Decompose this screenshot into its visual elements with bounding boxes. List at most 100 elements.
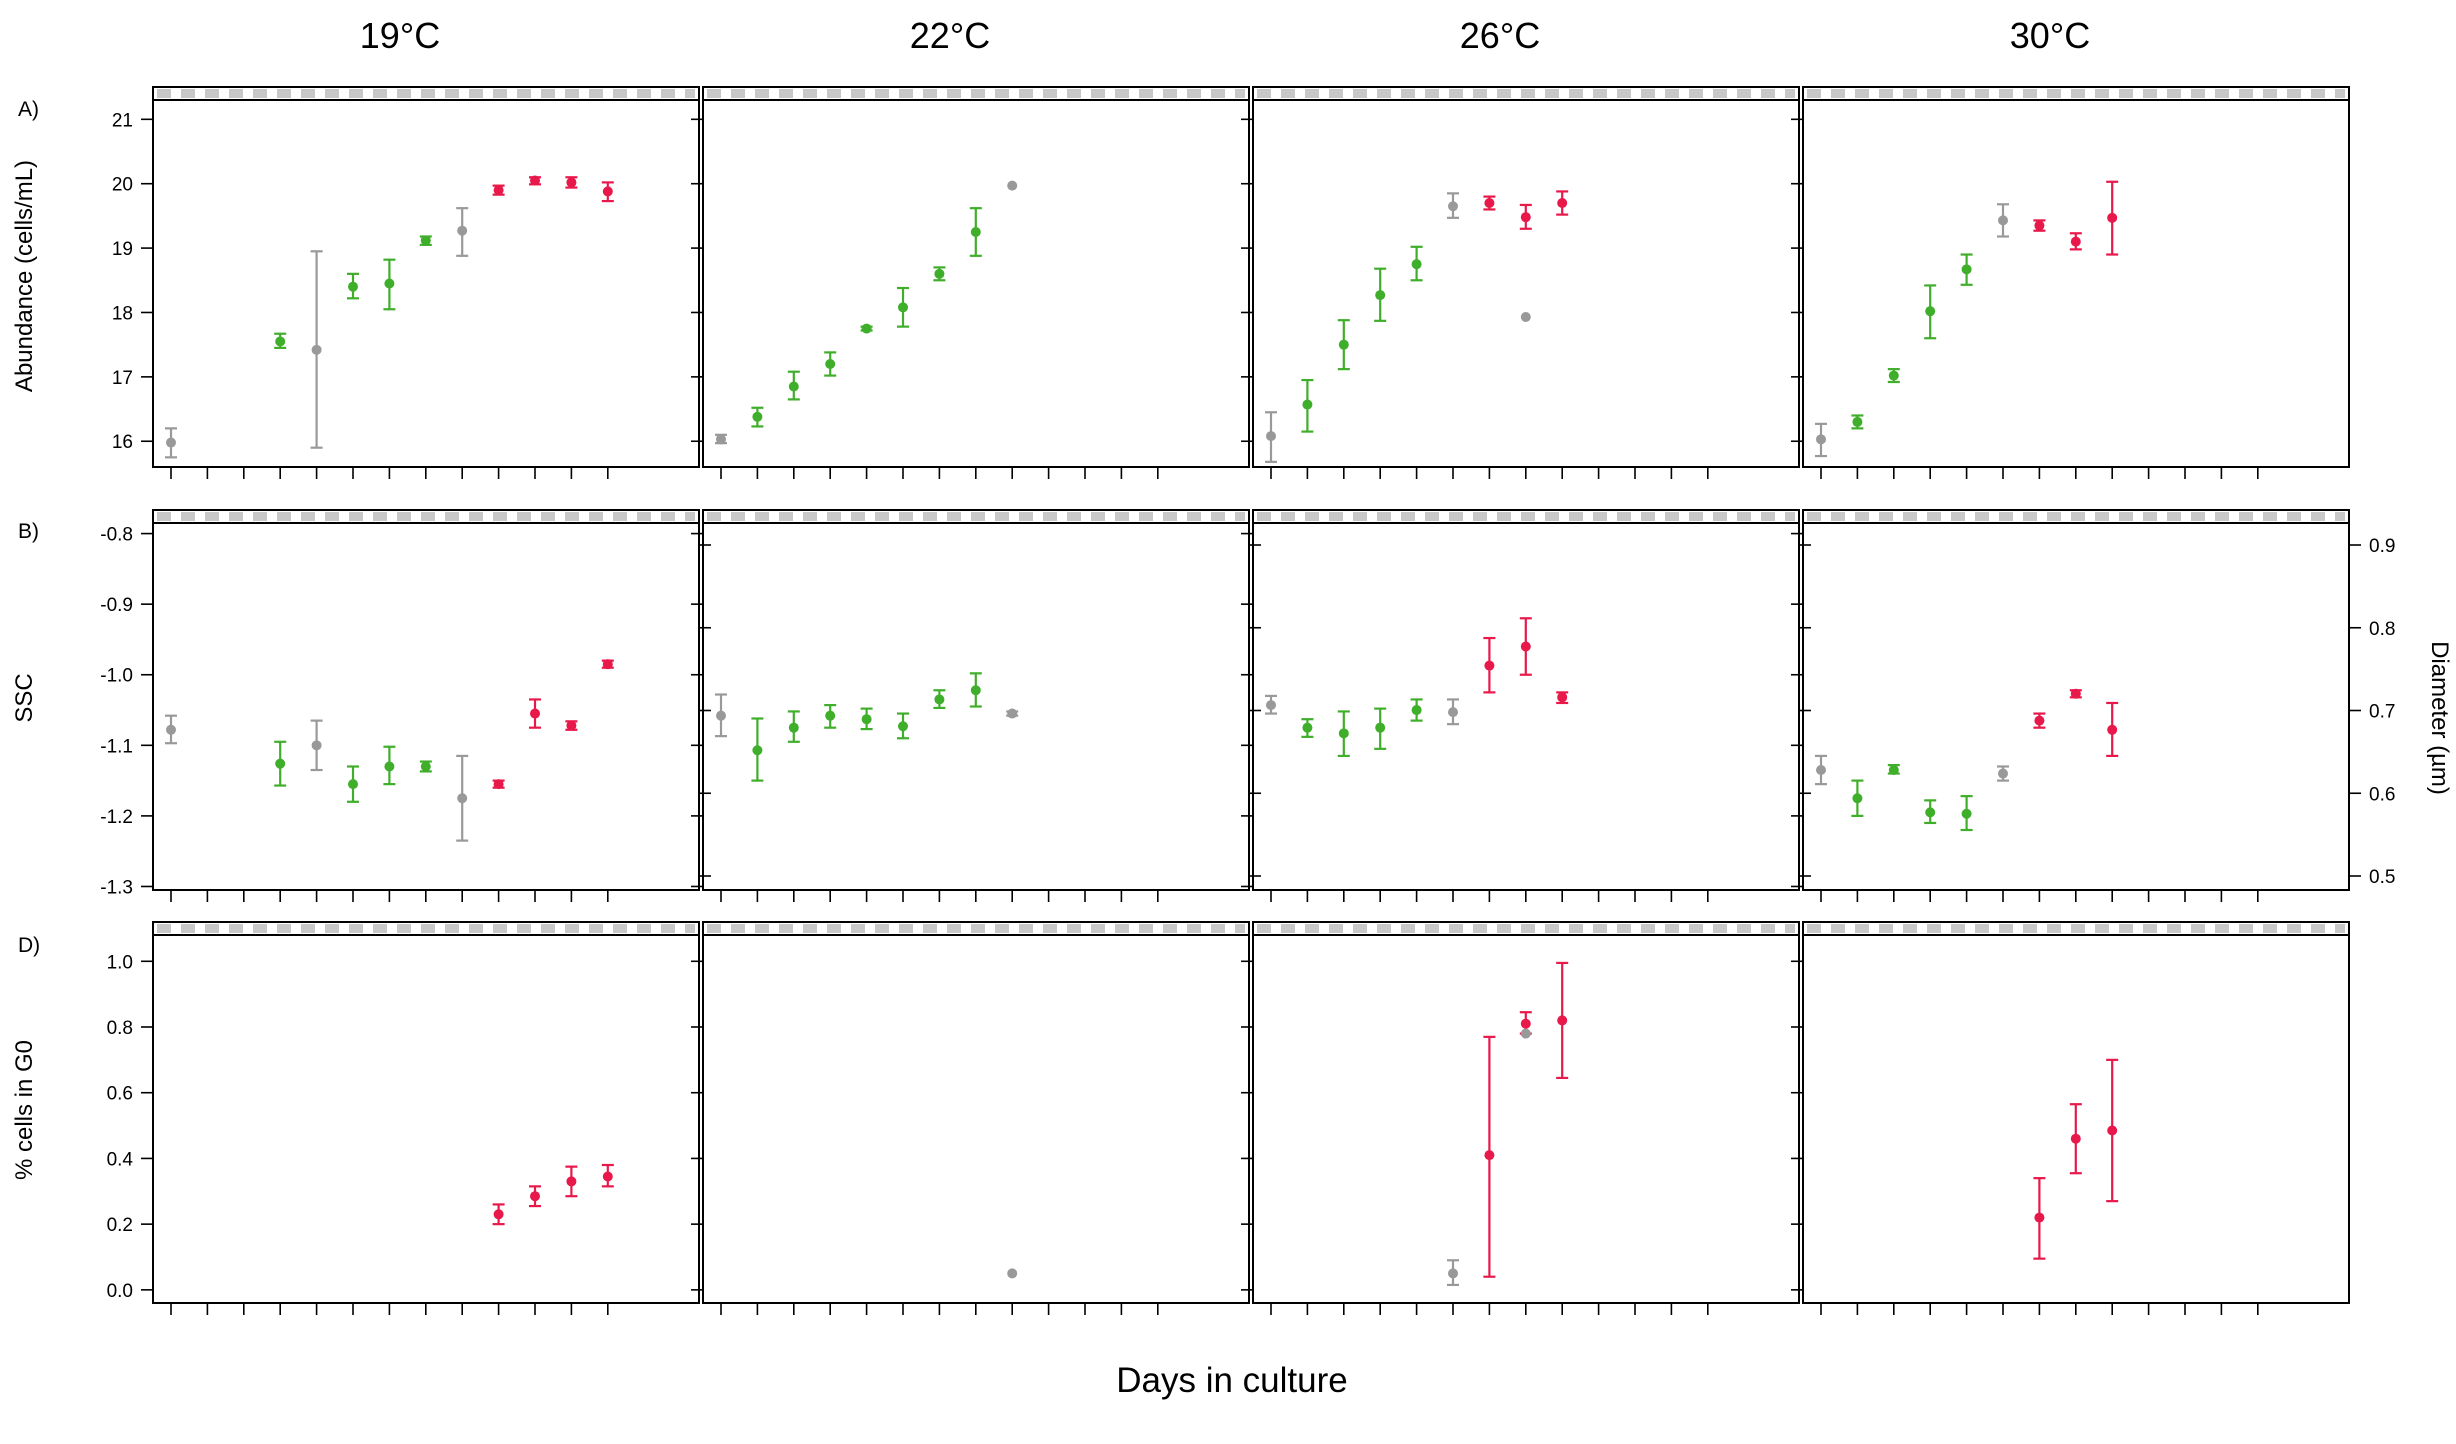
y-tick-label: 0.6 [107,1084,133,1105]
point-marker [1338,728,1349,739]
panel-letter-d: D) [18,934,40,957]
panel-frame [1252,921,1800,1304]
data-point [860,323,873,334]
data-point [1556,691,1569,705]
point-marker [1852,793,1863,804]
point-marker [1484,660,1495,671]
y-tick-label: -1.3 [100,877,133,898]
point-marker [1925,807,1936,818]
point-marker [970,226,981,237]
point-marker [1998,215,2008,226]
data-point [310,250,323,449]
point-marker [275,758,286,769]
point-marker [1557,692,1568,703]
column-title-19c: 19°C [360,15,440,56]
panel-frame [152,509,700,891]
y-tick-label: -0.8 [100,525,133,546]
point-marker [1266,431,1276,442]
y-tick-label: 1.0 [107,952,133,973]
data-point [1374,707,1387,750]
point-marker [898,302,908,313]
point-marker [898,721,908,732]
point-marker [530,1191,540,1202]
data-point [1337,319,1350,371]
data-point [1851,779,1864,817]
data-point [347,765,359,803]
data-point [824,703,837,729]
y-tick-label: 19 [112,239,133,260]
data-point [492,1203,505,1226]
data-point [1374,267,1387,322]
point-marker [1484,198,1495,209]
y-tick-label: 16 [112,432,133,453]
point-marker [2070,688,2081,699]
data-point [310,719,323,772]
panel-frame [702,921,1250,1304]
point-marker [1520,1018,1531,1029]
data-point [969,672,982,708]
point-marker [752,411,763,422]
point-marker [166,724,176,735]
panel-frame [1252,509,1800,891]
data-point [274,740,287,787]
point-marker [493,779,504,790]
data-point [2033,712,2046,729]
point-marker [493,1209,504,1220]
point-marker [1007,708,1018,719]
data-point [1447,698,1459,726]
data-point [565,1165,578,1198]
y-tick-label: 0.2 [107,1215,133,1236]
data-point [1006,708,1019,719]
data-point [1519,203,1532,230]
data-point [969,207,982,257]
data-point [529,175,541,186]
data-point [529,698,541,729]
data-point [1483,1035,1496,1278]
data-point [1815,422,1827,458]
point-marker [861,714,872,725]
data-point [1337,710,1350,758]
point-marker [530,175,540,186]
y-tick-label: 21 [112,110,133,131]
data-point [383,258,396,311]
y-tick-label: 17 [112,368,133,389]
point-marker [275,336,286,347]
data-point [787,370,800,401]
point-marker [1520,641,1531,652]
y-tick-label: 20 [112,175,133,196]
data-point [347,272,359,300]
data-point [1556,961,1569,1080]
panel-grid: 16 17 18 19 20 21 -0.8 -0.9 -1.0 -1.1 -1.2 -1.3 0.5 0… [100,86,2395,1315]
data-point [1519,617,1532,676]
data-point [2069,1103,2082,1175]
data-point [1520,311,1531,322]
point-marker [1411,259,1422,270]
data-point [1447,1259,1459,1287]
data-point [565,720,578,731]
point-marker [1852,416,1863,427]
data-point [1520,1028,1531,1039]
data-point [165,714,177,745]
point-marker [602,659,613,670]
point-marker [1925,306,1936,317]
data-point [1483,195,1496,211]
point-marker [384,761,395,772]
point-marker [2070,1133,2081,1144]
panel-frame [1802,509,2350,891]
point-marker [2070,236,2081,247]
data-point [456,754,469,842]
point-marker [1448,201,1458,212]
point-marker [420,761,431,772]
data-point [787,710,800,743]
point-marker [1520,311,1531,322]
point-marker [1411,705,1422,716]
y-tick-label: -1.2 [100,807,133,828]
ylabel-diameter: Diameter (µm) [2426,641,2453,795]
data-point [1410,245,1423,282]
data-point [492,779,505,790]
data-point [824,351,837,377]
point-marker [348,281,358,292]
data-point [1997,765,2009,782]
y-tick-label: 0.4 [107,1149,134,1170]
point-marker [602,186,613,197]
